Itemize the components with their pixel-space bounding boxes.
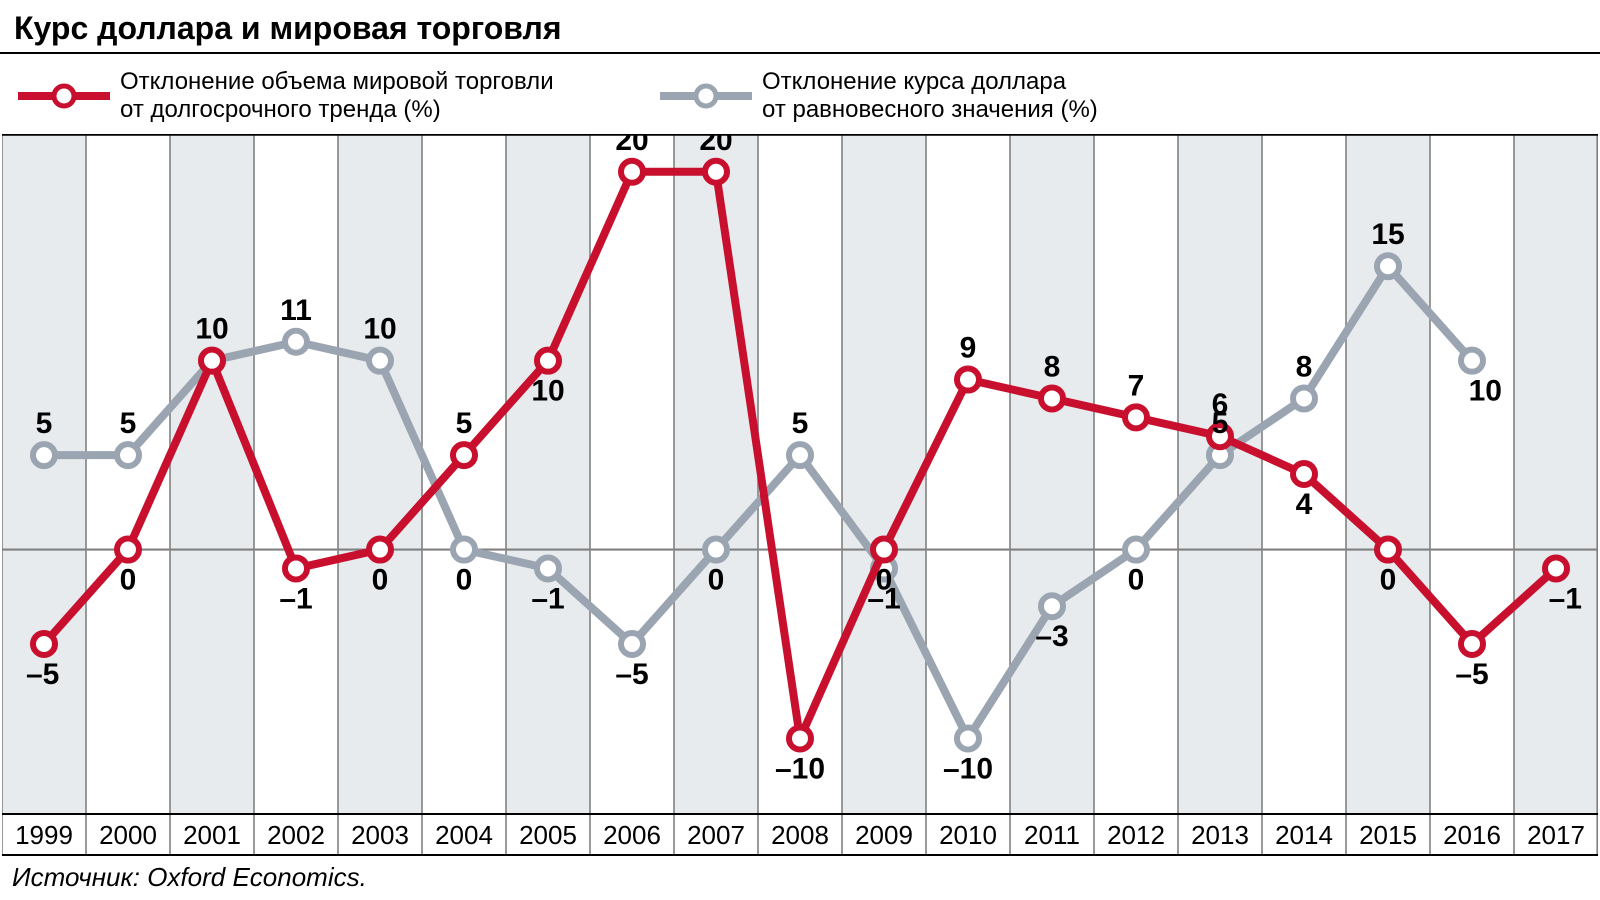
value-label-dollar: –3 [1035, 620, 1068, 653]
legend-label-dollar: Отклонение курса доллараот равновесного … [762, 68, 1098, 123]
series-marker-dollar [1041, 595, 1063, 617]
series-marker-trade [285, 557, 307, 579]
value-label-trade: –5 [26, 658, 59, 691]
xaxis-year-label: 2000 [99, 820, 157, 850]
series-marker-dollar [1293, 387, 1315, 409]
chart-title: Курс доллара и мировая торговля [14, 10, 562, 47]
value-label-trade: 20 [615, 134, 648, 157]
legend-label-trade: Отклонение объема мировой торговлиот дол… [120, 68, 554, 123]
xaxis-year-label: 2006 [603, 820, 661, 850]
xaxis-year-label: 2012 [1107, 820, 1165, 850]
value-label-dollar: 0 [456, 564, 473, 597]
value-label-dollar: 10 [1469, 375, 1502, 408]
series-marker-trade [1377, 539, 1399, 561]
series-marker-trade [537, 350, 559, 372]
value-label-trade: 5 [456, 407, 473, 440]
value-label-trade: 20 [699, 134, 732, 157]
value-label-dollar: –10 [943, 752, 993, 785]
value-label-trade: 10 [195, 313, 228, 346]
value-label-trade: 9 [960, 332, 977, 365]
xaxis-year-label: 2014 [1275, 820, 1333, 850]
plot-area: 1999200020012002200320042005200620072008… [2, 134, 1598, 856]
value-label-trade: –1 [1549, 582, 1582, 615]
value-label-trade: 0 [1380, 564, 1397, 597]
xaxis-year-label: 2013 [1191, 820, 1249, 850]
series-marker-dollar [1125, 539, 1147, 561]
value-label-trade: 0 [120, 564, 137, 597]
series-marker-dollar [789, 444, 811, 466]
value-label-dollar: –1 [531, 582, 564, 615]
value-label-trade: 7 [1128, 369, 1145, 402]
xaxis-year-label: 1999 [15, 820, 73, 850]
series-marker-trade [1125, 406, 1147, 428]
series-marker-dollar [453, 539, 475, 561]
series-marker-dollar [537, 557, 559, 579]
series-marker-trade [705, 161, 727, 183]
value-label-dollar: –5 [615, 658, 648, 691]
value-label-trade: 8 [1044, 350, 1061, 383]
value-label-dollar: 5 [36, 407, 53, 440]
value-label-dollar: 5 [1212, 407, 1229, 440]
series-marker-dollar [117, 444, 139, 466]
value-label-dollar: –1 [867, 582, 900, 615]
legend-swatch-trade [18, 76, 110, 116]
series-marker-dollar [621, 633, 643, 655]
plot-svg: 1999200020012002200320042005200620072008… [2, 134, 1598, 856]
xaxis-year-label: 2007 [687, 820, 745, 850]
series-marker-trade [201, 350, 223, 372]
xaxis-year-label: 2011 [1024, 820, 1080, 850]
series-marker-trade [369, 539, 391, 561]
series-marker-dollar [285, 331, 307, 353]
series-marker-trade [621, 161, 643, 183]
series-marker-dollar [369, 350, 391, 372]
series-marker-dollar [33, 444, 55, 466]
series-marker-trade [873, 539, 895, 561]
value-label-trade: –5 [1455, 658, 1488, 691]
value-label-dollar: 0 [708, 564, 725, 597]
series-marker-dollar [1377, 255, 1399, 277]
series-marker-trade [33, 633, 55, 655]
value-label-dollar: 15 [1371, 218, 1404, 251]
xaxis-year-label: 2002 [267, 820, 325, 850]
series-marker-trade [453, 444, 475, 466]
value-label-trade: –1 [279, 582, 312, 615]
value-label-trade: 4 [1296, 488, 1313, 521]
legend-swatch-dollar [660, 76, 752, 116]
series-marker-trade [957, 369, 979, 391]
value-label-dollar: 10 [363, 313, 396, 346]
series-marker-trade [1293, 463, 1315, 485]
xaxis-year-label: 2008 [771, 820, 829, 850]
series-marker-trade [1041, 387, 1063, 409]
source-label: Источник: Oxford Economics. [12, 862, 367, 893]
xaxis-year-label: 2001 [183, 820, 241, 850]
value-label-dollar: 11 [280, 294, 312, 327]
title-rule [0, 52, 1600, 54]
xaxis-year-label: 2009 [855, 820, 913, 850]
xaxis-year-label: 2016 [1443, 820, 1501, 850]
xaxis-year-label: 2004 [435, 820, 493, 850]
legend-item-dollar: Отклонение курса доллараот равновесного … [660, 68, 1098, 123]
legend-item-trade: Отклонение объема мировой торговлиот дол… [18, 68, 554, 123]
series-marker-dollar [705, 539, 727, 561]
series-marker-trade [117, 539, 139, 561]
series-marker-trade [1545, 557, 1567, 579]
value-label-dollar: 5 [792, 407, 809, 440]
xaxis-year-label: 2010 [939, 820, 997, 850]
value-label-dollar: 0 [1128, 564, 1145, 597]
xaxis-year-label: 2003 [351, 820, 409, 850]
value-label-dollar: 8 [1296, 350, 1313, 383]
chart-frame: { "title": { "text": "Курс доллара и мир… [0, 0, 1600, 900]
legend: Отклонение объема мировой торговлиот дол… [0, 62, 1600, 126]
value-label-trade: 10 [531, 375, 564, 408]
series-marker-dollar [957, 727, 979, 749]
xaxis-year-label: 2005 [519, 820, 577, 850]
xaxis-year-label: 2017 [1527, 820, 1585, 850]
series-marker-dollar [1461, 350, 1483, 372]
series-marker-trade [1461, 633, 1483, 655]
series-marker-trade [789, 727, 811, 749]
xaxis-year-label: 2015 [1359, 820, 1417, 850]
value-label-trade: 0 [372, 564, 389, 597]
value-label-dollar: 5 [120, 407, 137, 440]
value-label-trade: –10 [775, 752, 825, 785]
